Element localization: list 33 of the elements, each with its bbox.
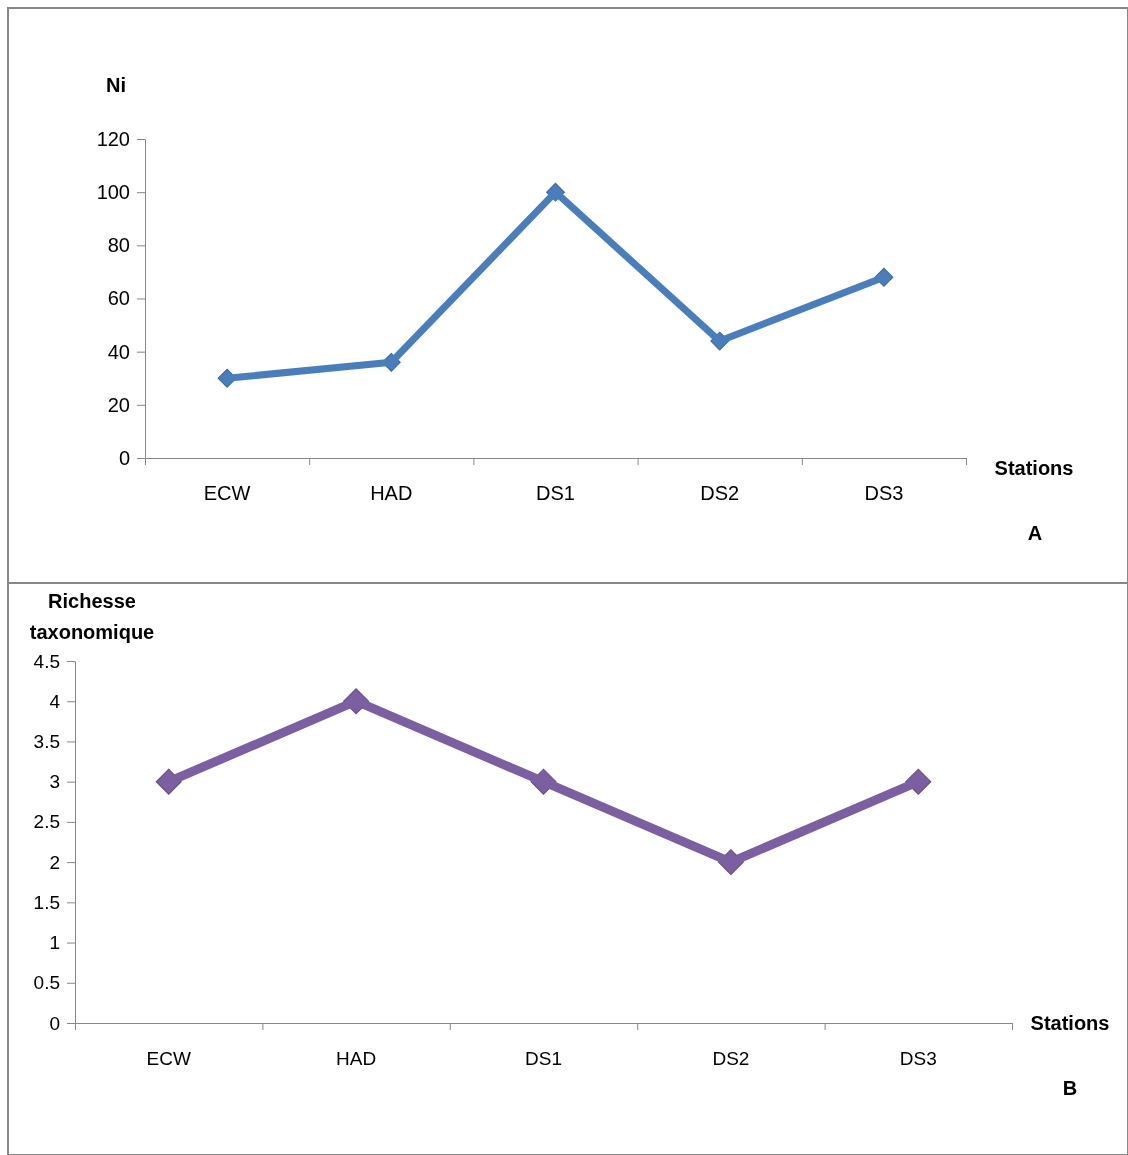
y-tick-label: 100 [96,181,130,204]
y-tick-label: 60 [107,287,130,310]
y-tick-label: 0 [49,1012,60,1034]
text: A [1027,522,1043,545]
y-tick-label: 4.5 [33,650,60,672]
y-tick-label: 2 [49,851,60,873]
x-tick-label: ECW [146,1048,191,1069]
y-tick-label: 80 [107,234,130,257]
y-tick-label: 120 [96,127,130,150]
x-tick-label: ECW [203,482,251,504]
x-tick-label: DS1 [536,482,575,504]
y-tick-label: 3.5 [33,731,60,753]
y-tick-label: 4 [49,690,61,712]
y-axis-title: Ni [106,74,126,96]
y-tick-label: 1 [49,932,60,954]
x-axis-title: Stations [1030,1012,1110,1035]
x-tick-label: HAD [370,482,413,504]
x-tick-label: DS2 [700,482,740,504]
text: B [1062,1077,1078,1100]
x-tick-label: DS1 [525,1048,562,1069]
y-axis-title: Richesse taxonomique [29,590,155,643]
y-tick-label: 40 [107,340,130,363]
y-tick-label: 3 [49,771,60,793]
x-tick-label: HAD [336,1048,377,1069]
y-tick-label: 1.5 [33,891,60,913]
x-tick-label: DS3 [899,1048,937,1069]
x-tick-label: DS2 [712,1048,750,1069]
x-axis-title: Stations [994,457,1074,480]
x-tick-label: DS3 [864,482,904,504]
y-tick-label: 0.5 [33,972,60,994]
y-tick-label: 2.5 [33,811,60,833]
y-tick-label: 20 [107,393,130,416]
y-tick-label: 0 [118,446,130,469]
